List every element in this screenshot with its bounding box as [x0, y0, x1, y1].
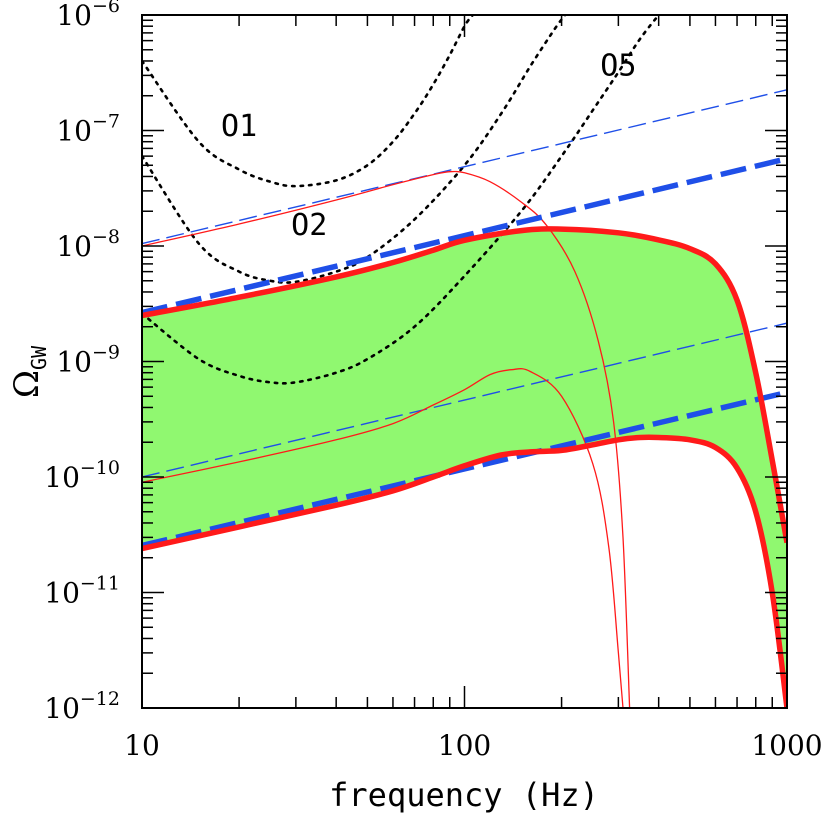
y-tick-label: 10−10 — [44, 457, 120, 494]
y-tick-label: 10−9 — [56, 342, 120, 379]
y-tick-label: 10−11 — [44, 573, 120, 610]
y-axis-title-sub: GW — [27, 345, 51, 370]
y-tick-label: 10−12 — [44, 688, 120, 725]
series-line-power-law-lower-thick — [142, 389, 787, 549]
series-line-power-law-upper-thin — [142, 89, 787, 245]
curve-label-o2: O2 — [291, 208, 327, 243]
plot-area — [142, 15, 787, 708]
curve-labels: O1 O2 O5 — [221, 48, 636, 242]
series-line-power-law-upper-thick — [142, 156, 787, 316]
x-tick-label: 100 — [438, 729, 491, 762]
curve-label-o5: O5 — [600, 48, 636, 83]
axis-tick-labels: 10 100 1000 10−12 10−11 10−10 10−9 10−8 10−7 10−6 — [44, 0, 822, 762]
x-tick-label: 10 — [124, 729, 160, 762]
y-axis-title-base: Ω — [7, 370, 47, 398]
y-tick-label: 10−7 — [56, 111, 120, 148]
axis-ticks — [141, 14, 788, 709]
x-tick-label: 1000 — [751, 729, 822, 762]
series-line-band-lower-edge — [142, 434, 787, 708]
curve-label-o1: O1 — [221, 109, 257, 144]
series-line-band-upper-edge — [142, 226, 787, 544]
y-axis-title: ΩGW — [7, 345, 51, 398]
x-axis-title: frequency (Hz) — [329, 776, 599, 814]
series-line-spectrum-lower-thin — [142, 368, 624, 708]
series-line-o1 — [142, 15, 474, 188]
allowed-band — [142, 229, 787, 708]
y-tick-label: 10−8 — [56, 226, 120, 263]
series-line-power-law-lower-thin — [142, 322, 787, 478]
y-tick-label: 10−6 — [56, 0, 120, 32]
